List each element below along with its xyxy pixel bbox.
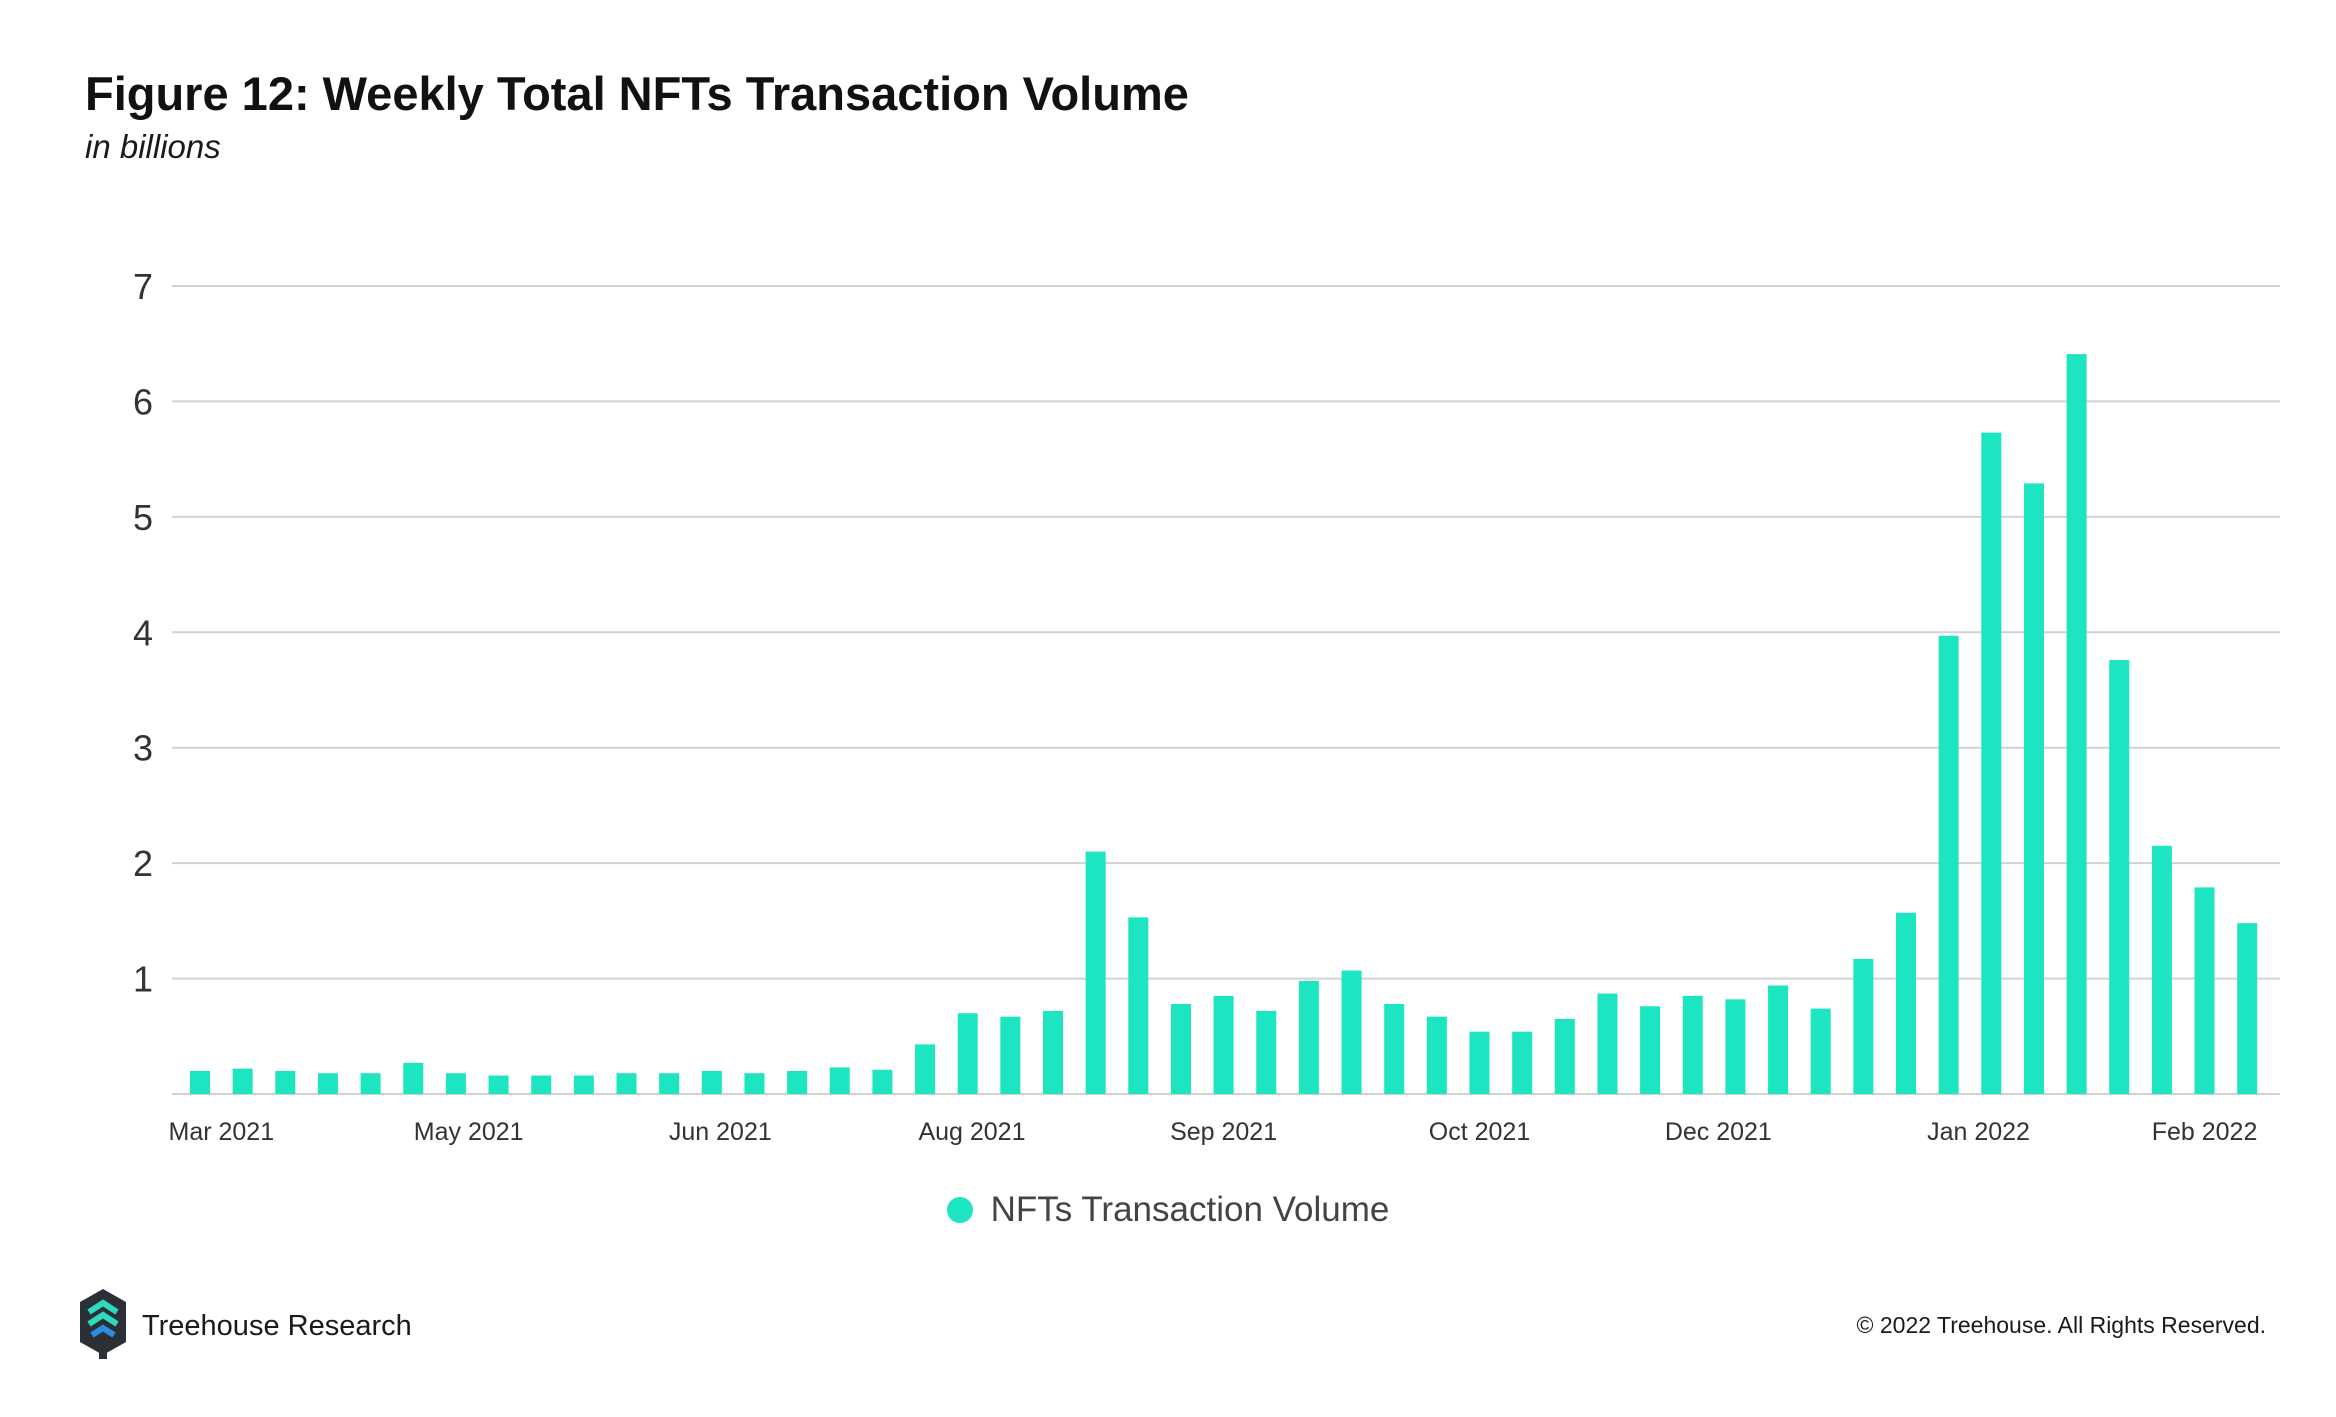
bar (1981, 432, 2002, 1094)
x-tick-label: May 2021 (414, 1118, 524, 1146)
bar (1640, 1006, 1661, 1094)
legend-swatch (946, 1197, 973, 1223)
y-tick-label: 6 (133, 381, 153, 422)
gridlines (172, 285, 2280, 1095)
legend: NFTs Transaction Volume (0, 1190, 2336, 1230)
bar (2066, 354, 2087, 1094)
bar (1298, 980, 1319, 1094)
bar (1682, 995, 1703, 1094)
x-tick-label: Jun 2021 (669, 1118, 772, 1146)
bar (531, 1075, 552, 1094)
chart-subtitle: in billions (85, 128, 221, 165)
bar (1810, 1008, 1831, 1094)
bar (1426, 1016, 1447, 1094)
x-tick-label: Feb 2022 (2152, 1118, 2258, 1146)
bar (872, 1069, 893, 1094)
bar (190, 1070, 210, 1094)
bars (190, 354, 2258, 1095)
bar (573, 1075, 594, 1094)
bar (2237, 923, 2258, 1094)
chart-title: Figure 12: Weekly Total NFTs Transaction… (85, 67, 1189, 120)
bar (1213, 995, 1234, 1094)
bar (2151, 845, 2172, 1094)
x-tick-label: Jan 2022 (1927, 1118, 2030, 1146)
bar (1256, 1010, 1277, 1094)
x-tick-label: Mar 2021 (169, 1118, 275, 1146)
bar (659, 1073, 680, 1094)
y-tick-label: 5 (133, 497, 153, 538)
bar (1000, 1016, 1021, 1094)
y-axis-ticks: 1 2 3 4 5 6 7 (133, 266, 153, 1000)
x-tick-label: Sep 2021 (1170, 1118, 1277, 1146)
bar (1938, 635, 1959, 1094)
bar (1469, 1031, 1490, 1094)
bar (1512, 1031, 1533, 1094)
y-tick-label: 4 (133, 612, 153, 653)
bar (403, 1062, 424, 1094)
bar (829, 1067, 850, 1094)
legend-label: NFTs Transaction Volume (990, 1190, 1390, 1229)
x-axis-ticks: Mar 2021 May 2021 Jun 2021 Aug 2021 Sep 2021… (169, 1118, 2258, 1146)
bar (1896, 912, 1916, 1094)
bar (1384, 1003, 1405, 1094)
y-tick-label: 1 (133, 959, 153, 1000)
bar (2023, 483, 2044, 1095)
bar (957, 1013, 978, 1094)
bar-chart: 1 2 3 4 5 6 7 Mar 2021 May 2021 Jun 2021 Aug 2021… (133, 266, 2280, 1146)
bar (232, 1068, 253, 1094)
brand-name: Treehouse Research (142, 1310, 412, 1342)
x-tick-label: Oct 2021 (1429, 1118, 1530, 1146)
bar (1725, 999, 1746, 1094)
bar (317, 1073, 338, 1094)
y-tick-label: 3 (133, 728, 153, 769)
bar (2194, 887, 2215, 1094)
bar (1043, 1010, 1063, 1094)
bar (787, 1070, 808, 1094)
bar (1341, 970, 1362, 1094)
bar (915, 1044, 936, 1094)
bar (1170, 1003, 1191, 1094)
bar (701, 1070, 722, 1094)
y-tick-label: 2 (133, 843, 153, 884)
bar (488, 1075, 509, 1094)
brand: Treehouse Research (78, 1288, 412, 1365)
bar (1768, 985, 1789, 1094)
bar (1128, 917, 1149, 1094)
x-tick-label: Aug 2021 (918, 1118, 1025, 1146)
x-tick-label: Dec 2021 (1665, 1118, 1772, 1146)
treehouse-logo-icon (78, 1288, 128, 1365)
bar (360, 1073, 381, 1094)
bar (1554, 1018, 1575, 1094)
bar (2109, 659, 2130, 1094)
bar (1853, 958, 1874, 1094)
bar (275, 1070, 296, 1094)
y-tick-label: 7 (133, 266, 153, 307)
copyright-notice: © 2022 Treehouse. All Rights Reserved. (1856, 1312, 2266, 1338)
bar (744, 1073, 765, 1094)
bar (616, 1073, 637, 1094)
bar (1085, 851, 1106, 1094)
bar (445, 1073, 466, 1094)
bar (1597, 993, 1618, 1094)
